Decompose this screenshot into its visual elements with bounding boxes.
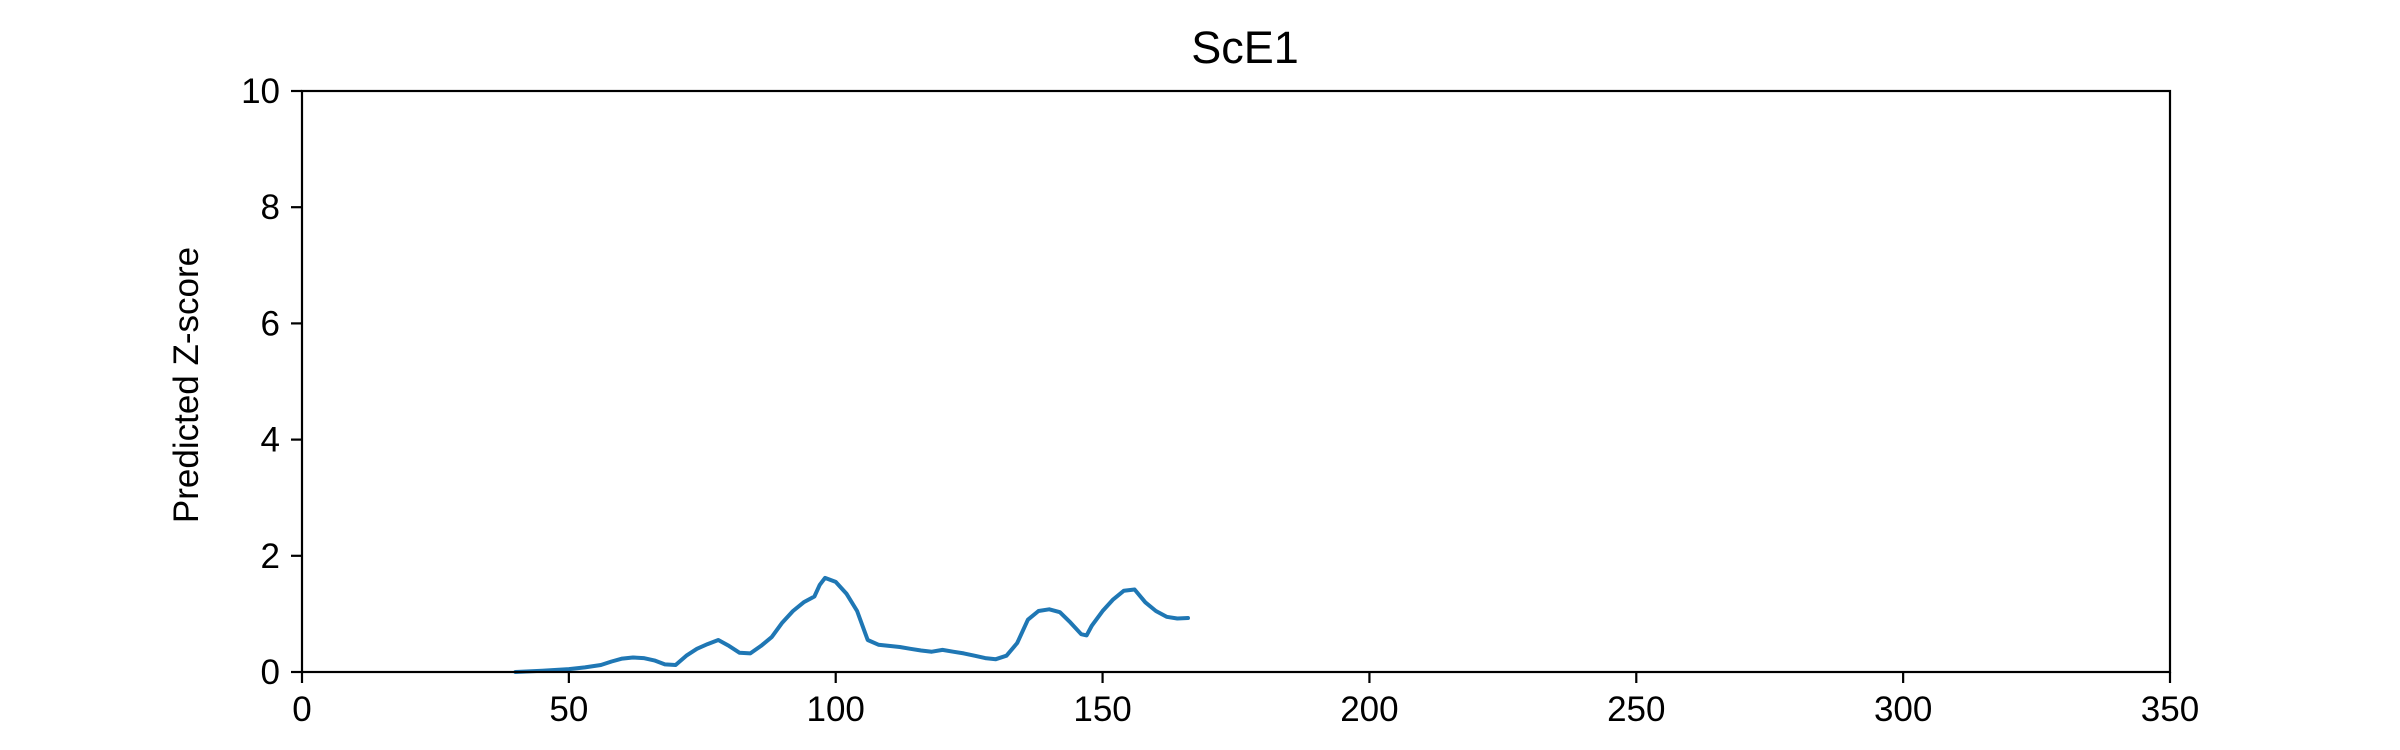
y-tick-label: 10: [241, 72, 280, 111]
x-tick-label: 300: [1874, 690, 1932, 729]
plot-series: [513, 575, 1190, 674]
x-tick-label: 350: [2141, 690, 2199, 729]
y-tick-label: 2: [261, 537, 280, 576]
x-tick-label: 100: [807, 690, 865, 729]
x-tick-label: 250: [1607, 690, 1665, 729]
x-tick-label: 0: [292, 690, 311, 729]
plot-frame: [300, 89, 2172, 674]
y-tick-label: 8: [261, 188, 280, 227]
x-axis: 0 50 100 150 200 250 300 350: [292, 672, 2199, 729]
series-line: [513, 575, 1190, 674]
x-tick-label: 150: [1073, 690, 1131, 729]
y-axis-title: Predicted Z-score: [167, 247, 206, 523]
x-tick-label: 50: [549, 690, 588, 729]
y-tick-label: 0: [261, 653, 280, 692]
y-tick-label: 6: [261, 304, 280, 343]
x-tick-label: 200: [1340, 690, 1398, 729]
y-axis: 0 2 4 6 8 10: [241, 72, 302, 692]
chart-title: ScE1: [1191, 22, 1299, 73]
y-tick-label: 4: [261, 421, 280, 460]
